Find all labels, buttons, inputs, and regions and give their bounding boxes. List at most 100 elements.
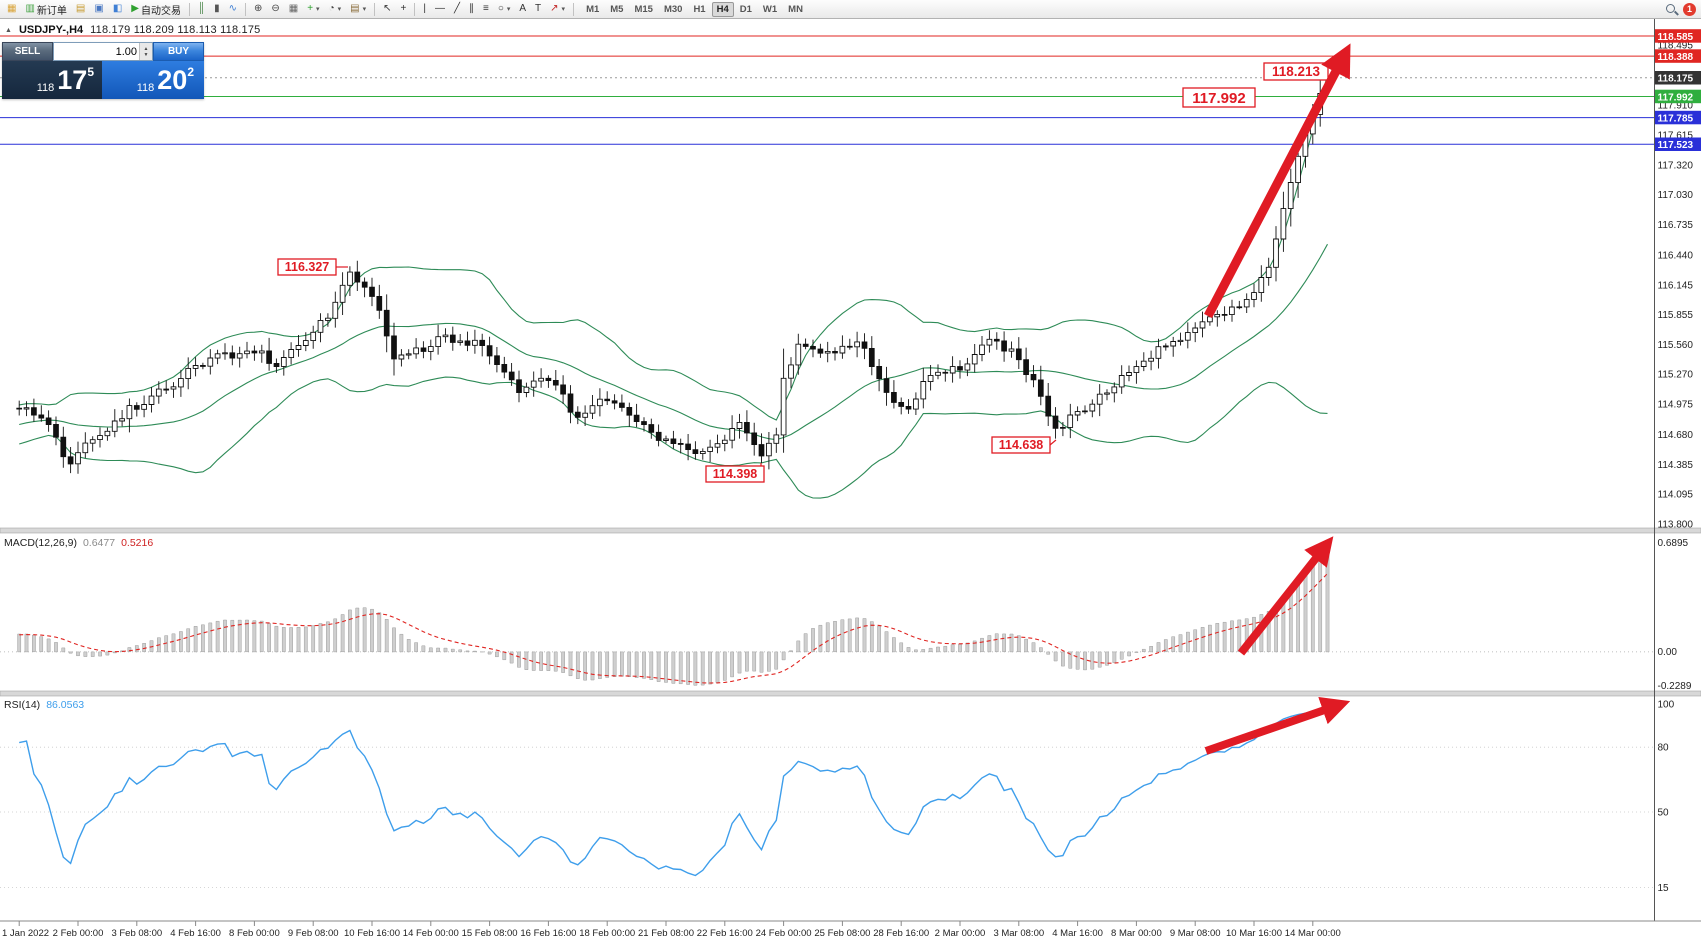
price-tick-label: 114.385 — [1658, 460, 1694, 471]
price-badge: 117.992 — [1655, 89, 1701, 103]
sell-price[interactable]: 118 17 5 — [2, 61, 102, 99]
bear-candles — [16, 76, 1331, 465]
rsi-tick-label: 100 — [1658, 700, 1675, 711]
auto-trading-button[interactable]: ▶ 自动交易 — [127, 0, 185, 18]
trend-arrow[interactable] — [1204, 43, 1351, 319]
price-annotation[interactable]: 117.992 — [1182, 87, 1256, 108]
macd-tick-label: 0.6895 — [1658, 538, 1689, 549]
timeframe-m5[interactable]: M5 — [610, 3, 624, 15]
profiles-button[interactable]: ▣ — [90, 0, 107, 18]
cursor-button[interactable]: ↖ — [379, 0, 395, 18]
cursor-icon: ↖ — [383, 3, 392, 14]
volume-spinner-arrows[interactable]: ▲ ▼ — [139, 43, 152, 60]
profiles-icon: ▣ — [94, 3, 104, 14]
chart-window[interactable]: 118.495 117.910 117.615 117.320 117.030 116.7… — [0, 19, 1701, 942]
horizontal-line-button[interactable]: — — [431, 0, 449, 18]
trend-arrow[interactable] — [1237, 536, 1334, 656]
time-axis-label: 2 Feb 00:00 — [53, 928, 104, 939]
trend-arrow[interactable] — [1204, 696, 1351, 755]
spinner-down-icon[interactable]: ▼ — [143, 51, 149, 58]
new-order-button[interactable]: ▥ 新订单 — [21, 0, 70, 18]
notification-badge[interactable]: 1 — [1683, 2, 1696, 16]
text-label-button[interactable]: T — [531, 0, 545, 18]
zoom-out-button[interactable]: ⊖ — [267, 0, 283, 18]
timeframe-h1[interactable]: H1 — [693, 3, 706, 15]
timeframe-mn[interactable]: MN — [788, 3, 803, 15]
price-annotation[interactable]: 114.398 — [705, 463, 765, 483]
fibonacci-button[interactable]: ≡ — [479, 0, 493, 18]
periods-icon: ◔ — [328, 3, 335, 14]
rsi-indicator-label: RSI(14) 86.0563 — [4, 699, 84, 711]
time-axis-label: 9 Mar 08:00 — [1170, 928, 1221, 939]
time-axis-label: 2 Mar 00:00 — [935, 928, 986, 939]
chart-window-button[interactable]: ▤ — [72, 0, 89, 18]
price-tick-label: 115.855 — [1658, 310, 1694, 321]
svg-text:118.388: 118.388 — [1658, 52, 1694, 63]
buy-button[interactable]: BUY — [153, 42, 204, 61]
price-tick-label: 116.145 — [1658, 280, 1694, 291]
spinner-up-icon[interactable]: ▲ — [143, 45, 149, 52]
zoom-in-button[interactable]: ⊕ — [250, 0, 266, 18]
price-tick-label: 117.030 — [1658, 190, 1694, 201]
price-badge: 118.388 — [1655, 49, 1701, 63]
price-annotation[interactable]: 114.638 — [991, 436, 1057, 454]
volume-stepper[interactable]: ▲▼ — [53, 42, 153, 61]
chart-svg[interactable]: 118.495 117.910 117.615 117.320 117.030 116.7… — [0, 19, 1701, 942]
shapes-button[interactable]: ○ ▾ — [494, 0, 515, 18]
buy-price-sup: 2 — [187, 65, 194, 79]
text-button[interactable]: A — [515, 0, 530, 18]
svg-text:118.585: 118.585 — [1658, 32, 1694, 43]
timeframe-m15[interactable]: M15 — [634, 3, 653, 15]
templates-button[interactable]: ▤ ▾ — [346, 0, 370, 18]
auto-trading-icon: ▶ — [131, 3, 139, 14]
tile-windows-button[interactable]: ▦ — [285, 0, 302, 18]
indicators-button[interactable]: + ▾ — [303, 0, 323, 18]
rsi-pane — [0, 710, 1654, 888]
timeframe-d1[interactable]: D1 — [739, 3, 752, 15]
arrows-button[interactable]: ↗ ▾ — [546, 0, 569, 18]
timeframe-w1[interactable]: W1 — [762, 3, 778, 15]
app-icon[interactable]: ▦ — [3, 0, 20, 18]
caret-icon: ▾ — [506, 6, 511, 13]
channel-button[interactable]: ∥ — [465, 0, 478, 18]
candlestick-chart-button[interactable]: ▮ — [210, 0, 224, 18]
price-annotation[interactable]: 118.213 — [1263, 62, 1329, 81]
main-chart-pane — [0, 35, 1654, 499]
time-axis-label: 22 Feb 16:00 — [697, 928, 753, 939]
crosshair-button[interactable]: + — [396, 0, 410, 18]
search-icon[interactable] — [1665, 3, 1679, 16]
bull-candles — [23, 93, 1324, 465]
channel-icon: ∥ — [468, 3, 474, 14]
line-chart-button[interactable]: ∿ — [225, 0, 241, 18]
sell-button[interactable]: SELL — [2, 42, 53, 61]
toolbar-right: 1 — [1665, 2, 1698, 16]
time-axis-label: 10 Feb 16:00 — [344, 928, 400, 939]
price-tick-label: 116.735 — [1658, 220, 1694, 231]
pane-separator[interactable] — [0, 527, 1701, 534]
macd-main-value: 0.6477 — [82, 537, 116, 549]
svg-text:116.327: 116.327 — [285, 260, 330, 274]
buy-price[interactable]: 118 20 2 — [102, 61, 204, 99]
timeframe-m1[interactable]: M1 — [586, 3, 600, 15]
price-annotation[interactable]: 116.327 — [277, 258, 348, 276]
toolbar-separator — [573, 2, 575, 16]
bar-chart-button[interactable]: ║ — [194, 0, 209, 18]
time-axis-label: 16 Feb 16:00 — [520, 928, 576, 939]
market-watch-button[interactable]: ◧ — [109, 0, 126, 18]
periods-button[interactable]: ◔ ▾ — [325, 0, 346, 18]
new-order-icon: ▥ — [25, 3, 35, 14]
zoom-out-icon: ⊖ — [271, 3, 280, 14]
auto-trading-button-label: 自动交易 — [140, 5, 181, 17]
volume-input[interactable] — [54, 43, 139, 60]
timeframe-m30[interactable]: M30 — [663, 3, 683, 15]
bollinger-middle-band — [19, 243, 1328, 441]
macd-name: MACD(12,26,9) — [4, 537, 77, 549]
chart-canvas[interactable]: 118.495 117.910 117.615 117.320 117.030 116.7… — [0, 19, 1701, 942]
pane-separator[interactable] — [0, 690, 1701, 697]
market-watch-icon: ◧ — [112, 3, 123, 14]
vertical-line-button[interactable]: | — [419, 0, 430, 18]
timeframe-h4[interactable]: H4 — [711, 1, 734, 17]
trendline-button[interactable]: ╱ — [450, 0, 464, 18]
toolbar-separator — [374, 2, 376, 16]
toolbar-separator — [188, 2, 190, 16]
